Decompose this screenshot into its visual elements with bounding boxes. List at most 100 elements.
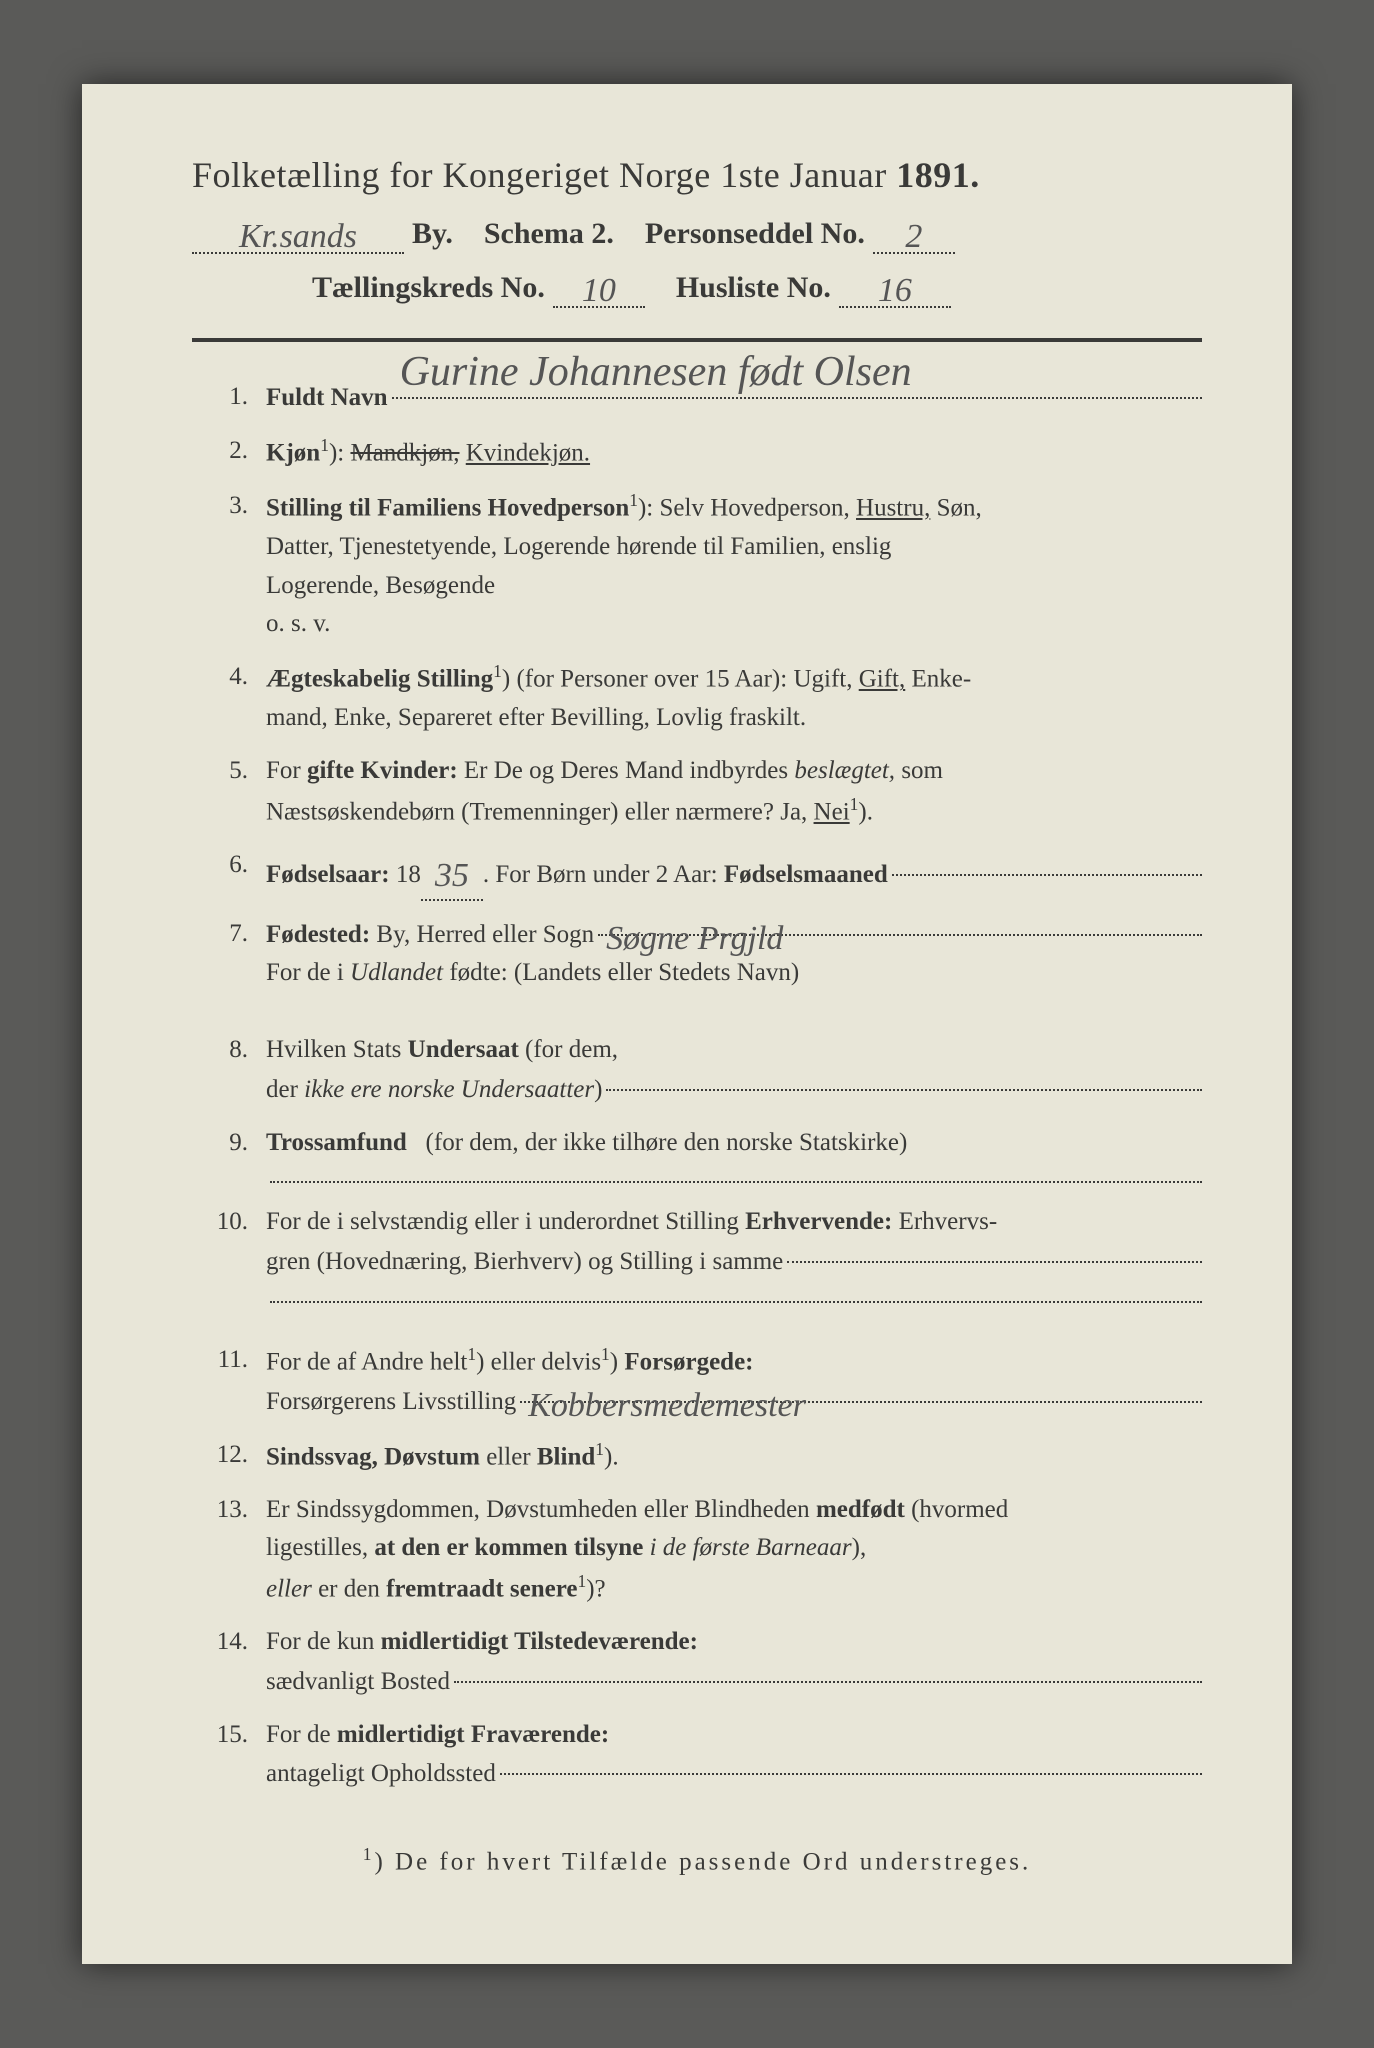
q11-l1a: For de af Andre helt [266, 1348, 467, 1375]
q13-l1b: medfødt [816, 1496, 905, 1523]
q9-num: 9. [192, 1124, 266, 1190]
footnote: 1) De for hvert Tilfælde passende Ord un… [192, 1844, 1202, 1876]
q9-text: (for dem, der ikke tilhøre den norske St… [426, 1129, 908, 1156]
q7-l2a: For de i [266, 959, 344, 986]
q6-label: Fødselsaar: [266, 856, 390, 895]
q3-colon: ): [638, 494, 653, 521]
header-line2: Kr.sands By. Schema 2. Personseddel No. … [192, 214, 1202, 254]
q8-l2i: ikke ere norske Undersaatter [304, 1071, 594, 1110]
city-hw: Kr.sands [239, 218, 357, 255]
q6-year-hw: 35 [435, 857, 469, 894]
q7-mid: By, Herred eller Sogn [376, 916, 594, 955]
q12-label: Sindssvag, Døvstum [266, 1443, 480, 1470]
q10-l1c: Erhvervs- [899, 1208, 998, 1235]
q5-mid: Er De og Deres Mand indbyrdes [464, 757, 788, 784]
census-form-page: Folketælling for Kongeriget Norge 1ste J… [82, 84, 1292, 1964]
q15-num: 15. [192, 1716, 266, 1795]
q4-sup: 1 [493, 661, 502, 681]
q10-l1a: For de i selvstændig eller i underordnet… [266, 1208, 739, 1235]
q7-label: Fødested: [266, 916, 370, 955]
taellingskreds-no-field: 10 [553, 268, 645, 308]
q9-field [270, 1156, 1202, 1183]
q15-l1a: For de [266, 1721, 331, 1748]
q14-l2: sædvanligt Bosted [266, 1663, 450, 1702]
by-label: By. [412, 217, 453, 251]
q13-l2b: at den er kommen tilsyne [374, 1534, 643, 1561]
q4-l2: mand, Enke, Separeret efter Bevilling, L… [266, 704, 806, 731]
q3-l1c: Søn, [937, 494, 982, 521]
personseddel-no-field: 2 [873, 214, 955, 254]
q2-colon: ): [329, 439, 344, 466]
q12-num: 12. [192, 1436, 266, 1477]
q5-l2a: Næstsøskendebørn (Tremenninger) eller næ… [266, 798, 807, 825]
q5-end: som [901, 757, 943, 784]
q5-pre: For [266, 757, 301, 784]
q1-row: 1. Fuldt Navn Gurine Johannesen født Ols… [192, 378, 1202, 418]
q13-sup: 1 [577, 1571, 586, 1591]
q11-num: 11. [192, 1341, 266, 1422]
q5-ital: beslægtet, [794, 757, 895, 784]
q15-l2: antageligt Opholdssted [266, 1755, 496, 1794]
q8-l2a: der [266, 1071, 298, 1110]
q13-l3b: fremtraadt senere [386, 1575, 577, 1602]
header-line3: Tællingskreds No. 10 Husliste No. 16 [312, 268, 1202, 308]
q6-num: 6. [192, 846, 266, 901]
footnote-text: ) De for hvert Tilfælde passende Ord und… [374, 1849, 1031, 1876]
q10-field2 [270, 1276, 1202, 1303]
q8-l1b: Undersaat [408, 1036, 519, 1063]
q4-row: 4. Ægteskabelig Stilling1) (for Personer… [192, 658, 1202, 738]
q14-num: 14. [192, 1623, 266, 1702]
q1-label: Fuldt Navn [266, 379, 388, 418]
q6-year-field: 35 [421, 846, 483, 901]
q1-num: 1. [192, 378, 266, 418]
schema-label: Schema 2. [484, 217, 614, 251]
q13-l2c: ), [852, 1534, 867, 1561]
q11-s1: 1 [467, 1344, 476, 1364]
q11-row: 11. For de af Andre helt1) eller delvis1… [192, 1341, 1202, 1422]
q7-row: 7. Fødested: By, Herred eller Sogn Søgne… [192, 915, 1202, 994]
q8-l1a: Hvilken Stats [266, 1036, 401, 1063]
q8-l2b: ) [594, 1071, 602, 1110]
city-field: Kr.sands [192, 214, 404, 254]
q4-label: Ægteskabelig Stilling [266, 665, 493, 692]
header-title: Folketælling for Kongeriget Norge 1ste J… [192, 154, 1202, 196]
q13-l3c: )? [586, 1575, 605, 1602]
q3-l3: Logerende, Besøgende [266, 572, 495, 599]
q8-l1c: (for dem, [525, 1036, 618, 1063]
q11-s2: 1 [601, 1344, 610, 1364]
q2-opt2: Kvindekjøn. [466, 439, 590, 466]
q7-num: 7. [192, 915, 266, 994]
q3-sup: 1 [629, 490, 638, 510]
q13-row: 13. Er Sindssygdommen, Døvstumheden elle… [192, 1491, 1202, 1610]
q4-gift: Gift, [859, 665, 906, 692]
q14-row: 14. For de kun midlertidigt Tilstedevære… [192, 1623, 1202, 1702]
q11-l2: Forsørgerens Livsstilling [266, 1383, 516, 1422]
title-text: Folketælling for Kongeriget Norge 1ste J… [192, 155, 887, 195]
q15-field [500, 1748, 1202, 1775]
q13-l2a: ligestilles, [266, 1534, 368, 1561]
q11-l1b: ) eller delvis [476, 1348, 601, 1375]
q11-field: Kobbersmedemester [520, 1376, 1202, 1403]
q3-row: 3. Stilling til Familiens Hovedperson1):… [192, 487, 1202, 644]
q2-sup: 1 [320, 435, 329, 455]
q5-l2b: Nei [814, 798, 850, 825]
q14-l1b: midlertidigt Tilstedeværende: [381, 1628, 698, 1655]
q9-label: Trossamfund [266, 1129, 407, 1156]
q11-hw: Kobbersmedemester [528, 1380, 806, 1409]
q6-label2: Fødselsmaaned [724, 856, 888, 895]
q13-l1c: (hvormed [911, 1496, 1008, 1523]
q8-row: 8. Hvilken Stats Undersaat (for dem, der… [192, 1031, 1202, 1110]
title-year: 1891. [896, 155, 980, 195]
husliste-label: Husliste No. [676, 271, 831, 305]
q7-hw: Søgne Prgjld [606, 913, 783, 942]
q5-num: 5. [192, 752, 266, 832]
husliste-no-field: 16 [839, 268, 951, 308]
personseddel-label: Personseddel No. [645, 217, 865, 251]
taellingskreds-label: Tællingskreds No. [312, 271, 545, 305]
q15-l1b: midlertidigt Fraværende: [337, 1721, 609, 1748]
q7-l2b: fødte: (Landets eller Stedets Navn) [449, 959, 799, 986]
q13-l2i: i de første Barneaar [650, 1534, 852, 1561]
q14-l1a: For de kun [266, 1628, 374, 1655]
q2-row: 2. Kjøn1): Mandkjøn, Kvindekjøn. [192, 432, 1202, 473]
q7-l2i: Udlandet [350, 959, 443, 986]
